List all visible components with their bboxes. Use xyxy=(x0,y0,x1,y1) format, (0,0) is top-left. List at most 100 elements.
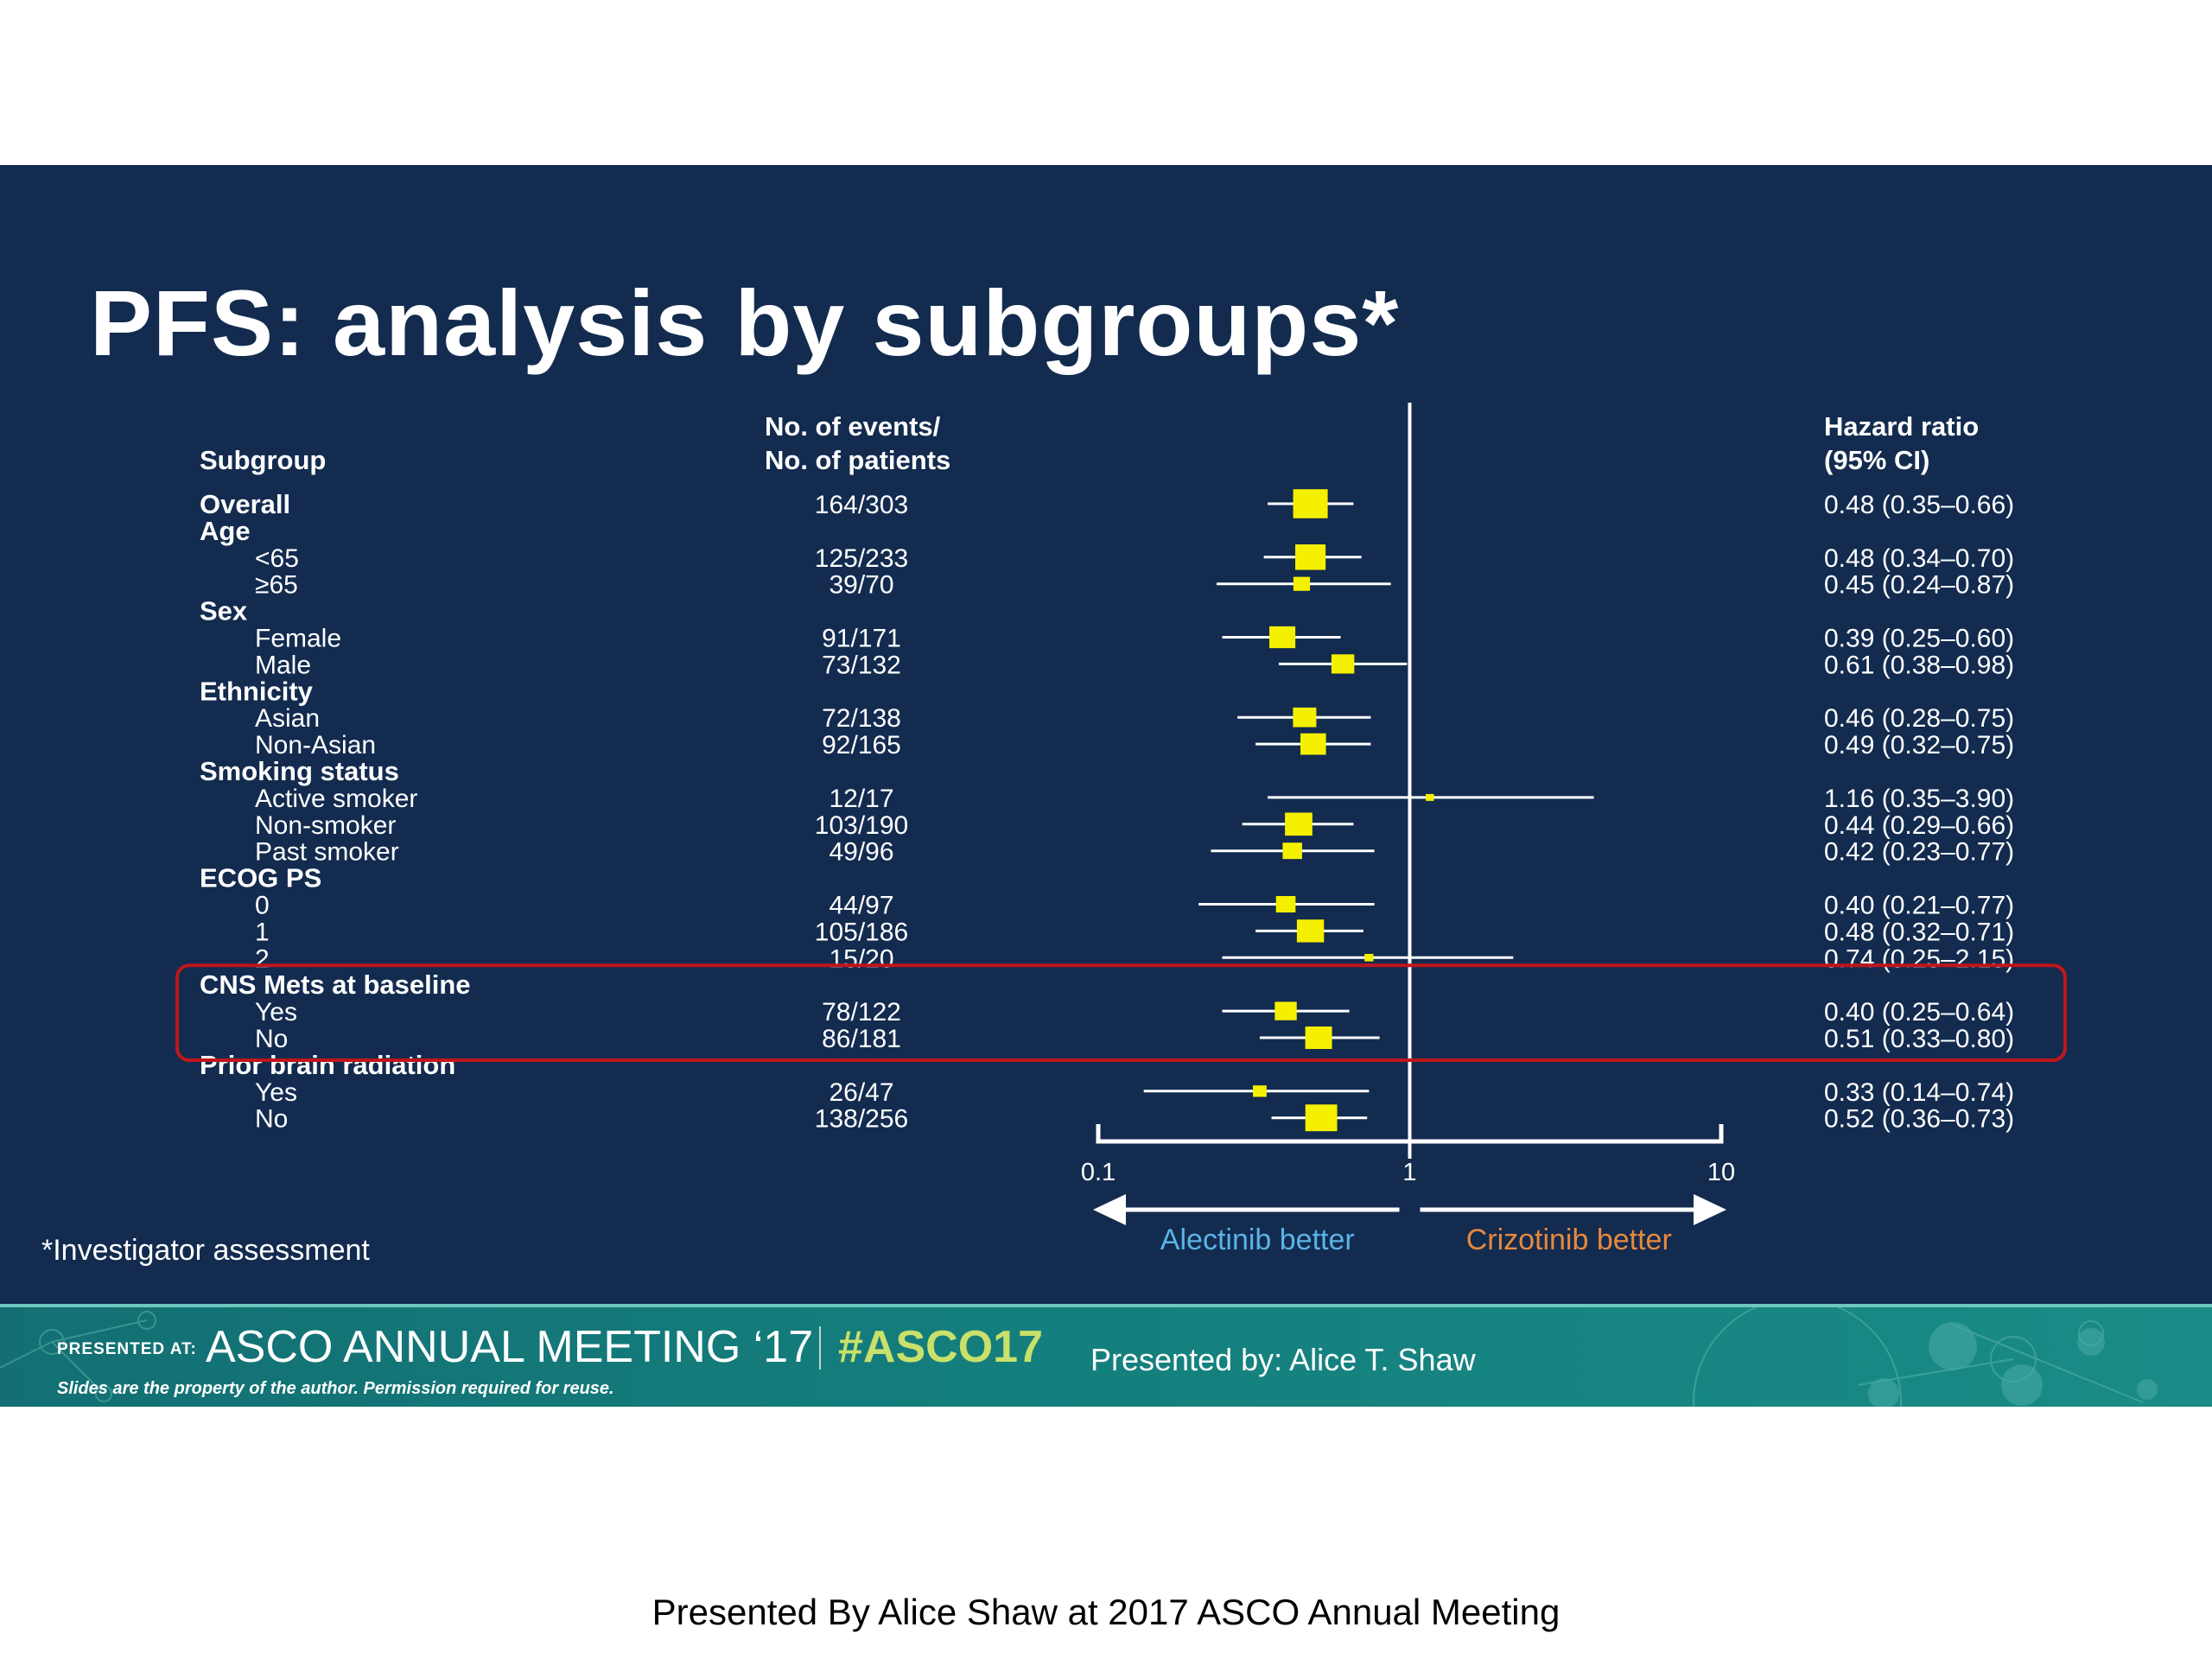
row-label-asian: Asian xyxy=(255,704,320,733)
forest-row: ECOG PS xyxy=(200,863,321,893)
group-label-smoking-status: Smoking status xyxy=(200,756,399,786)
hr-marker xyxy=(1296,919,1325,943)
hr-marker xyxy=(1364,953,1374,962)
row-label-female: Female xyxy=(255,625,341,653)
events-value: 12/17 xyxy=(829,785,893,813)
forest-row: <65 125/233 0.48 (0.34–0.70) xyxy=(255,544,2014,573)
row-label-65: ≥65 xyxy=(255,571,298,600)
events-value: 164/303 xyxy=(815,491,908,519)
favours-left-arrowhead xyxy=(1093,1194,1126,1225)
hr-ci-value: 0.49 (0.32–0.75) xyxy=(1824,731,2014,760)
forest-axis: 0.1 1 10 Alectinib better Crizotinib better xyxy=(175,403,2067,1256)
events-value: 125/233 xyxy=(815,544,908,573)
row-label-1: 1 xyxy=(255,918,270,946)
hr-marker xyxy=(1305,1027,1332,1049)
forest-row: No 86/181 0.51 (0.33–0.80) xyxy=(255,1025,2014,1053)
hr-ci-value: 0.48 (0.35–0.66) xyxy=(1824,491,2014,519)
events-value: 49/96 xyxy=(829,838,893,867)
forest-row: Prior brain radiation xyxy=(200,1050,455,1080)
forest-row: Asian 72/138 0.46 (0.28–0.75) xyxy=(255,704,2014,733)
group-label-ecog-ps: ECOG PS xyxy=(200,863,321,893)
events-value: 26/47 xyxy=(829,1078,893,1107)
row-label-no: No xyxy=(255,1105,288,1134)
events-value: 92/165 xyxy=(822,731,901,760)
forest-row: Non-smoker 103/190 0.44 (0.29–0.66) xyxy=(255,811,2014,840)
hr-ci-value: 0.52 (0.36–0.73) xyxy=(1824,1105,2014,1134)
events-value: 72/138 xyxy=(822,704,901,733)
favours-right-arrowhead xyxy=(1694,1194,1726,1225)
banner-meeting-name: ASCO ANNUAL MEETING ‘17 xyxy=(206,1322,814,1372)
hr-ci-value: 0.44 (0.29–0.66) xyxy=(1824,811,2014,840)
hr-ci-value: 0.61 (0.38–0.98) xyxy=(1824,651,2014,679)
banner-divider xyxy=(819,1326,821,1370)
forest-row: Ethnicity xyxy=(200,676,314,706)
conference-banner: PRESENTED AT: ASCO ANNUAL MEETING ‘17 #A… xyxy=(0,1304,2212,1407)
hr-marker xyxy=(1285,812,1313,836)
row-label-no: No xyxy=(255,1025,288,1053)
highlight-box xyxy=(175,963,2067,1063)
events-value: 39/70 xyxy=(829,571,893,600)
hr-ci-value: 0.39 (0.25–0.60) xyxy=(1824,625,2014,653)
hr-ci-value: 0.48 (0.32–0.71) xyxy=(1824,918,2014,946)
hr-column-header-line1: Hazard ratio xyxy=(1824,411,1979,442)
events-value: 138/256 xyxy=(815,1105,908,1134)
x-tick-label: 0.1 xyxy=(1081,1159,1116,1186)
hr-marker xyxy=(1282,842,1302,860)
forest-row: Smoking status xyxy=(200,756,399,786)
forest-row: Sex xyxy=(200,596,248,626)
row-label-65: <65 xyxy=(255,544,299,573)
events-value: 15/20 xyxy=(829,944,893,973)
hr-marker xyxy=(1274,1001,1297,1020)
hr-marker xyxy=(1293,489,1328,518)
footnote: *Investigator assessment xyxy=(41,1234,370,1267)
hr-marker xyxy=(1305,1104,1338,1132)
row-label-yes: Yes xyxy=(255,1078,297,1107)
forest-row: Active smoker 12/17 1.16 (0.35–3.90) xyxy=(255,785,2014,813)
forest-row: Female 91/171 0.39 (0.25–0.60) xyxy=(255,625,2014,653)
banner-network-pattern xyxy=(0,1307,2212,1407)
slide: PFS: analysis by subgroups* Subgroup No.… xyxy=(0,165,2212,1407)
hr-ci-value: 0.45 (0.24–0.87) xyxy=(1824,571,2014,600)
forest-row: Past smoker 49/96 0.42 (0.23–0.77) xyxy=(255,838,2014,867)
group-label-sex: Sex xyxy=(200,596,248,626)
favours-right-label: Crizotinib better xyxy=(1466,1224,1672,1256)
hr-ci-value: 0.40 (0.25–0.64) xyxy=(1824,998,2014,1027)
forest-plot: Subgroup No. of events/ No. of patients … xyxy=(175,403,2067,1256)
forest-row: Yes 78/122 0.40 (0.25–0.64) xyxy=(255,998,2014,1027)
group-label-ethnicity: Ethnicity xyxy=(200,676,314,706)
banner-disclaimer: Slides are the property of the author. P… xyxy=(57,1379,614,1398)
hr-ci-value: 0.74 (0.25–2.15) xyxy=(1824,944,2014,973)
hr-column-header-line2: (95% CI) xyxy=(1824,445,1929,475)
column-headers: Subgroup No. of events/ No. of patients … xyxy=(200,411,1979,475)
forest-row: 1 105/186 0.48 (0.32–0.71) xyxy=(255,918,2014,946)
hr-ci-value: 0.51 (0.33–0.80) xyxy=(1824,1025,2014,1053)
events-value: 103/190 xyxy=(815,811,908,840)
events-value: 44/97 xyxy=(829,892,893,920)
hr-marker xyxy=(1425,793,1434,801)
hr-marker xyxy=(1293,707,1317,728)
hr-ci-value: 1.16 (0.35–3.90) xyxy=(1824,785,2014,813)
banner-presented-at: PRESENTED AT: xyxy=(57,1340,197,1358)
events-value: 73/132 xyxy=(822,651,901,679)
hr-marker xyxy=(1300,733,1326,755)
hr-marker xyxy=(1275,895,1296,913)
forest-row: Yes 26/47 0.33 (0.14–0.74) xyxy=(255,1078,2014,1107)
hr-marker xyxy=(1253,1085,1267,1097)
forest-row: CNS Mets at baseline xyxy=(200,969,471,1000)
x-tick-label: 1 xyxy=(1402,1159,1416,1186)
favours-left-label: Alectinib better xyxy=(1160,1224,1355,1256)
hr-marker xyxy=(1269,626,1296,649)
forest-row: Overall 164/303 0.48 (0.35–0.66) xyxy=(200,489,2014,519)
forest-row: 0 44/97 0.40 (0.21–0.77) xyxy=(255,892,2014,920)
x-tick-label: 10 xyxy=(1707,1159,1735,1186)
hr-ci-value: 0.40 (0.21–0.77) xyxy=(1824,892,2014,920)
events-column-header-line2: No. of patients xyxy=(765,445,950,475)
group-label-prior-brain-radiation: Prior brain radiation xyxy=(200,1050,455,1080)
hr-marker xyxy=(1293,576,1311,591)
forest-row: No 138/256 0.52 (0.36–0.73) xyxy=(255,1104,2014,1134)
hr-marker xyxy=(1331,654,1355,674)
hr-ci-value: 0.33 (0.14–0.74) xyxy=(1824,1078,2014,1107)
row-label-non-asian: Non-Asian xyxy=(255,731,376,760)
group-label-overall: Overall xyxy=(200,489,290,519)
slide-title: PFS: analysis by subgroups* xyxy=(90,270,1400,375)
